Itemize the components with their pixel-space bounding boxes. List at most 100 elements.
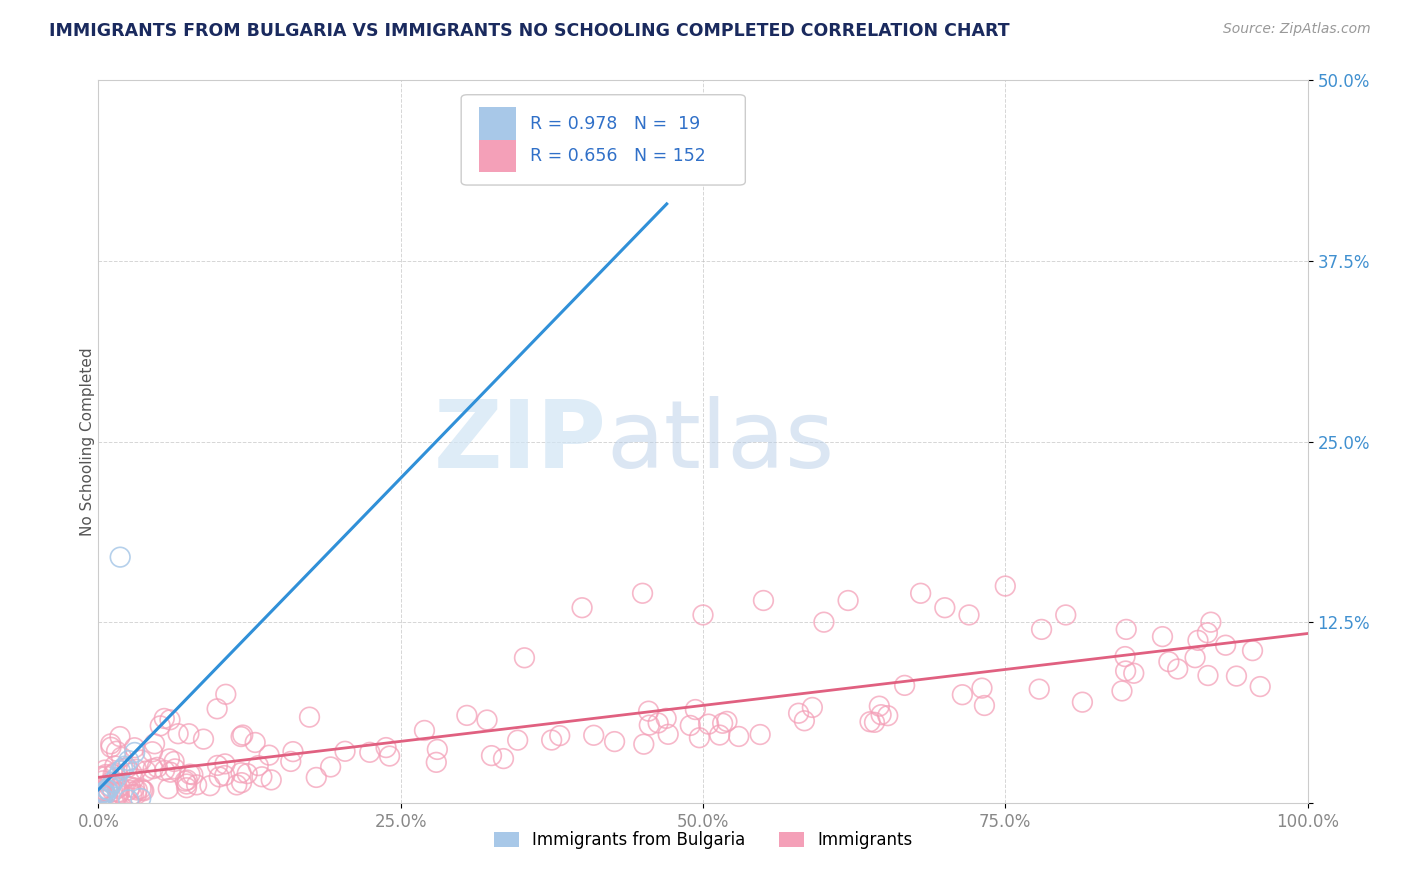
- Point: [934, 600, 956, 615]
- Point: [91, 789, 114, 804]
- Point: [260, 772, 283, 787]
- Point: [118, 793, 141, 807]
- Point: [159, 765, 181, 780]
- Point: [176, 777, 198, 791]
- Point: [870, 707, 893, 722]
- Point: [97, 784, 120, 798]
- Point: [603, 734, 626, 748]
- Point: [679, 718, 702, 732]
- Point: [205, 702, 228, 716]
- Point: [319, 760, 342, 774]
- Point: [98, 775, 121, 789]
- Point: [1115, 623, 1137, 637]
- Point: [121, 765, 143, 780]
- Point: [91, 789, 114, 803]
- Point: [121, 788, 143, 802]
- Point: [91, 773, 114, 788]
- Point: [876, 708, 898, 723]
- Point: [122, 772, 145, 786]
- Point: [198, 779, 221, 793]
- Point: [94, 767, 117, 781]
- Point: [96, 790, 118, 805]
- Point: [110, 750, 132, 764]
- Point: [131, 753, 153, 767]
- Point: [813, 615, 835, 630]
- Point: [90, 783, 112, 797]
- Point: [94, 769, 117, 783]
- Point: [1241, 643, 1264, 657]
- Point: [94, 763, 117, 777]
- Point: [215, 687, 238, 701]
- Point: [124, 780, 146, 795]
- Point: [93, 785, 115, 799]
- Point: [582, 728, 605, 742]
- Point: [229, 730, 252, 744]
- FancyBboxPatch shape: [479, 107, 516, 140]
- Point: [125, 787, 148, 801]
- Point: [1028, 682, 1050, 697]
- Point: [122, 787, 145, 801]
- Point: [298, 710, 321, 724]
- Point: [868, 699, 890, 714]
- Point: [104, 765, 127, 780]
- Point: [108, 780, 131, 794]
- Point: [548, 729, 571, 743]
- Point: [141, 745, 163, 759]
- Point: [107, 781, 129, 796]
- Point: [1054, 607, 1077, 622]
- Point: [108, 786, 131, 800]
- Point: [229, 765, 252, 780]
- Point: [125, 762, 148, 776]
- Point: [118, 783, 141, 797]
- Point: [98, 780, 121, 794]
- Point: [214, 768, 236, 782]
- Point: [1111, 684, 1133, 698]
- Point: [1225, 669, 1247, 683]
- Point: [149, 719, 172, 733]
- Point: [1187, 633, 1209, 648]
- Point: [631, 586, 654, 600]
- Point: [153, 764, 176, 778]
- Point: [250, 770, 273, 784]
- Point: [481, 748, 503, 763]
- Point: [174, 774, 197, 789]
- Point: [994, 579, 1017, 593]
- Point: [787, 706, 810, 721]
- Point: [105, 744, 128, 758]
- Point: [163, 755, 186, 769]
- Point: [135, 764, 157, 778]
- Point: [359, 745, 381, 759]
- Point: [159, 713, 181, 727]
- Point: [280, 755, 302, 769]
- Point: [176, 780, 198, 795]
- FancyBboxPatch shape: [461, 95, 745, 185]
- Legend: Immigrants from Bulgaria, Immigrants: Immigrants from Bulgaria, Immigrants: [486, 824, 920, 856]
- Point: [1199, 615, 1222, 630]
- Point: [243, 735, 266, 749]
- Point: [1031, 623, 1053, 637]
- Point: [91, 786, 114, 800]
- Point: [657, 727, 679, 741]
- Point: [1114, 649, 1136, 664]
- Point: [247, 758, 270, 772]
- Point: [749, 727, 772, 741]
- Point: [193, 732, 215, 747]
- Point: [426, 742, 449, 756]
- Point: [1184, 650, 1206, 665]
- Point: [1167, 662, 1189, 676]
- Y-axis label: No Schooling Completed: No Schooling Completed: [80, 347, 94, 536]
- Point: [281, 745, 304, 759]
- Point: [257, 748, 280, 763]
- Point: [208, 770, 231, 784]
- Point: [100, 780, 122, 794]
- Point: [143, 737, 166, 751]
- Text: atlas: atlas: [606, 395, 835, 488]
- Point: [118, 754, 141, 768]
- Point: [236, 766, 259, 780]
- Text: Source: ZipAtlas.com: Source: ZipAtlas.com: [1223, 22, 1371, 37]
- Point: [100, 737, 122, 751]
- Point: [957, 607, 980, 622]
- Point: [232, 728, 254, 742]
- Point: [117, 761, 139, 775]
- Point: [108, 764, 131, 778]
